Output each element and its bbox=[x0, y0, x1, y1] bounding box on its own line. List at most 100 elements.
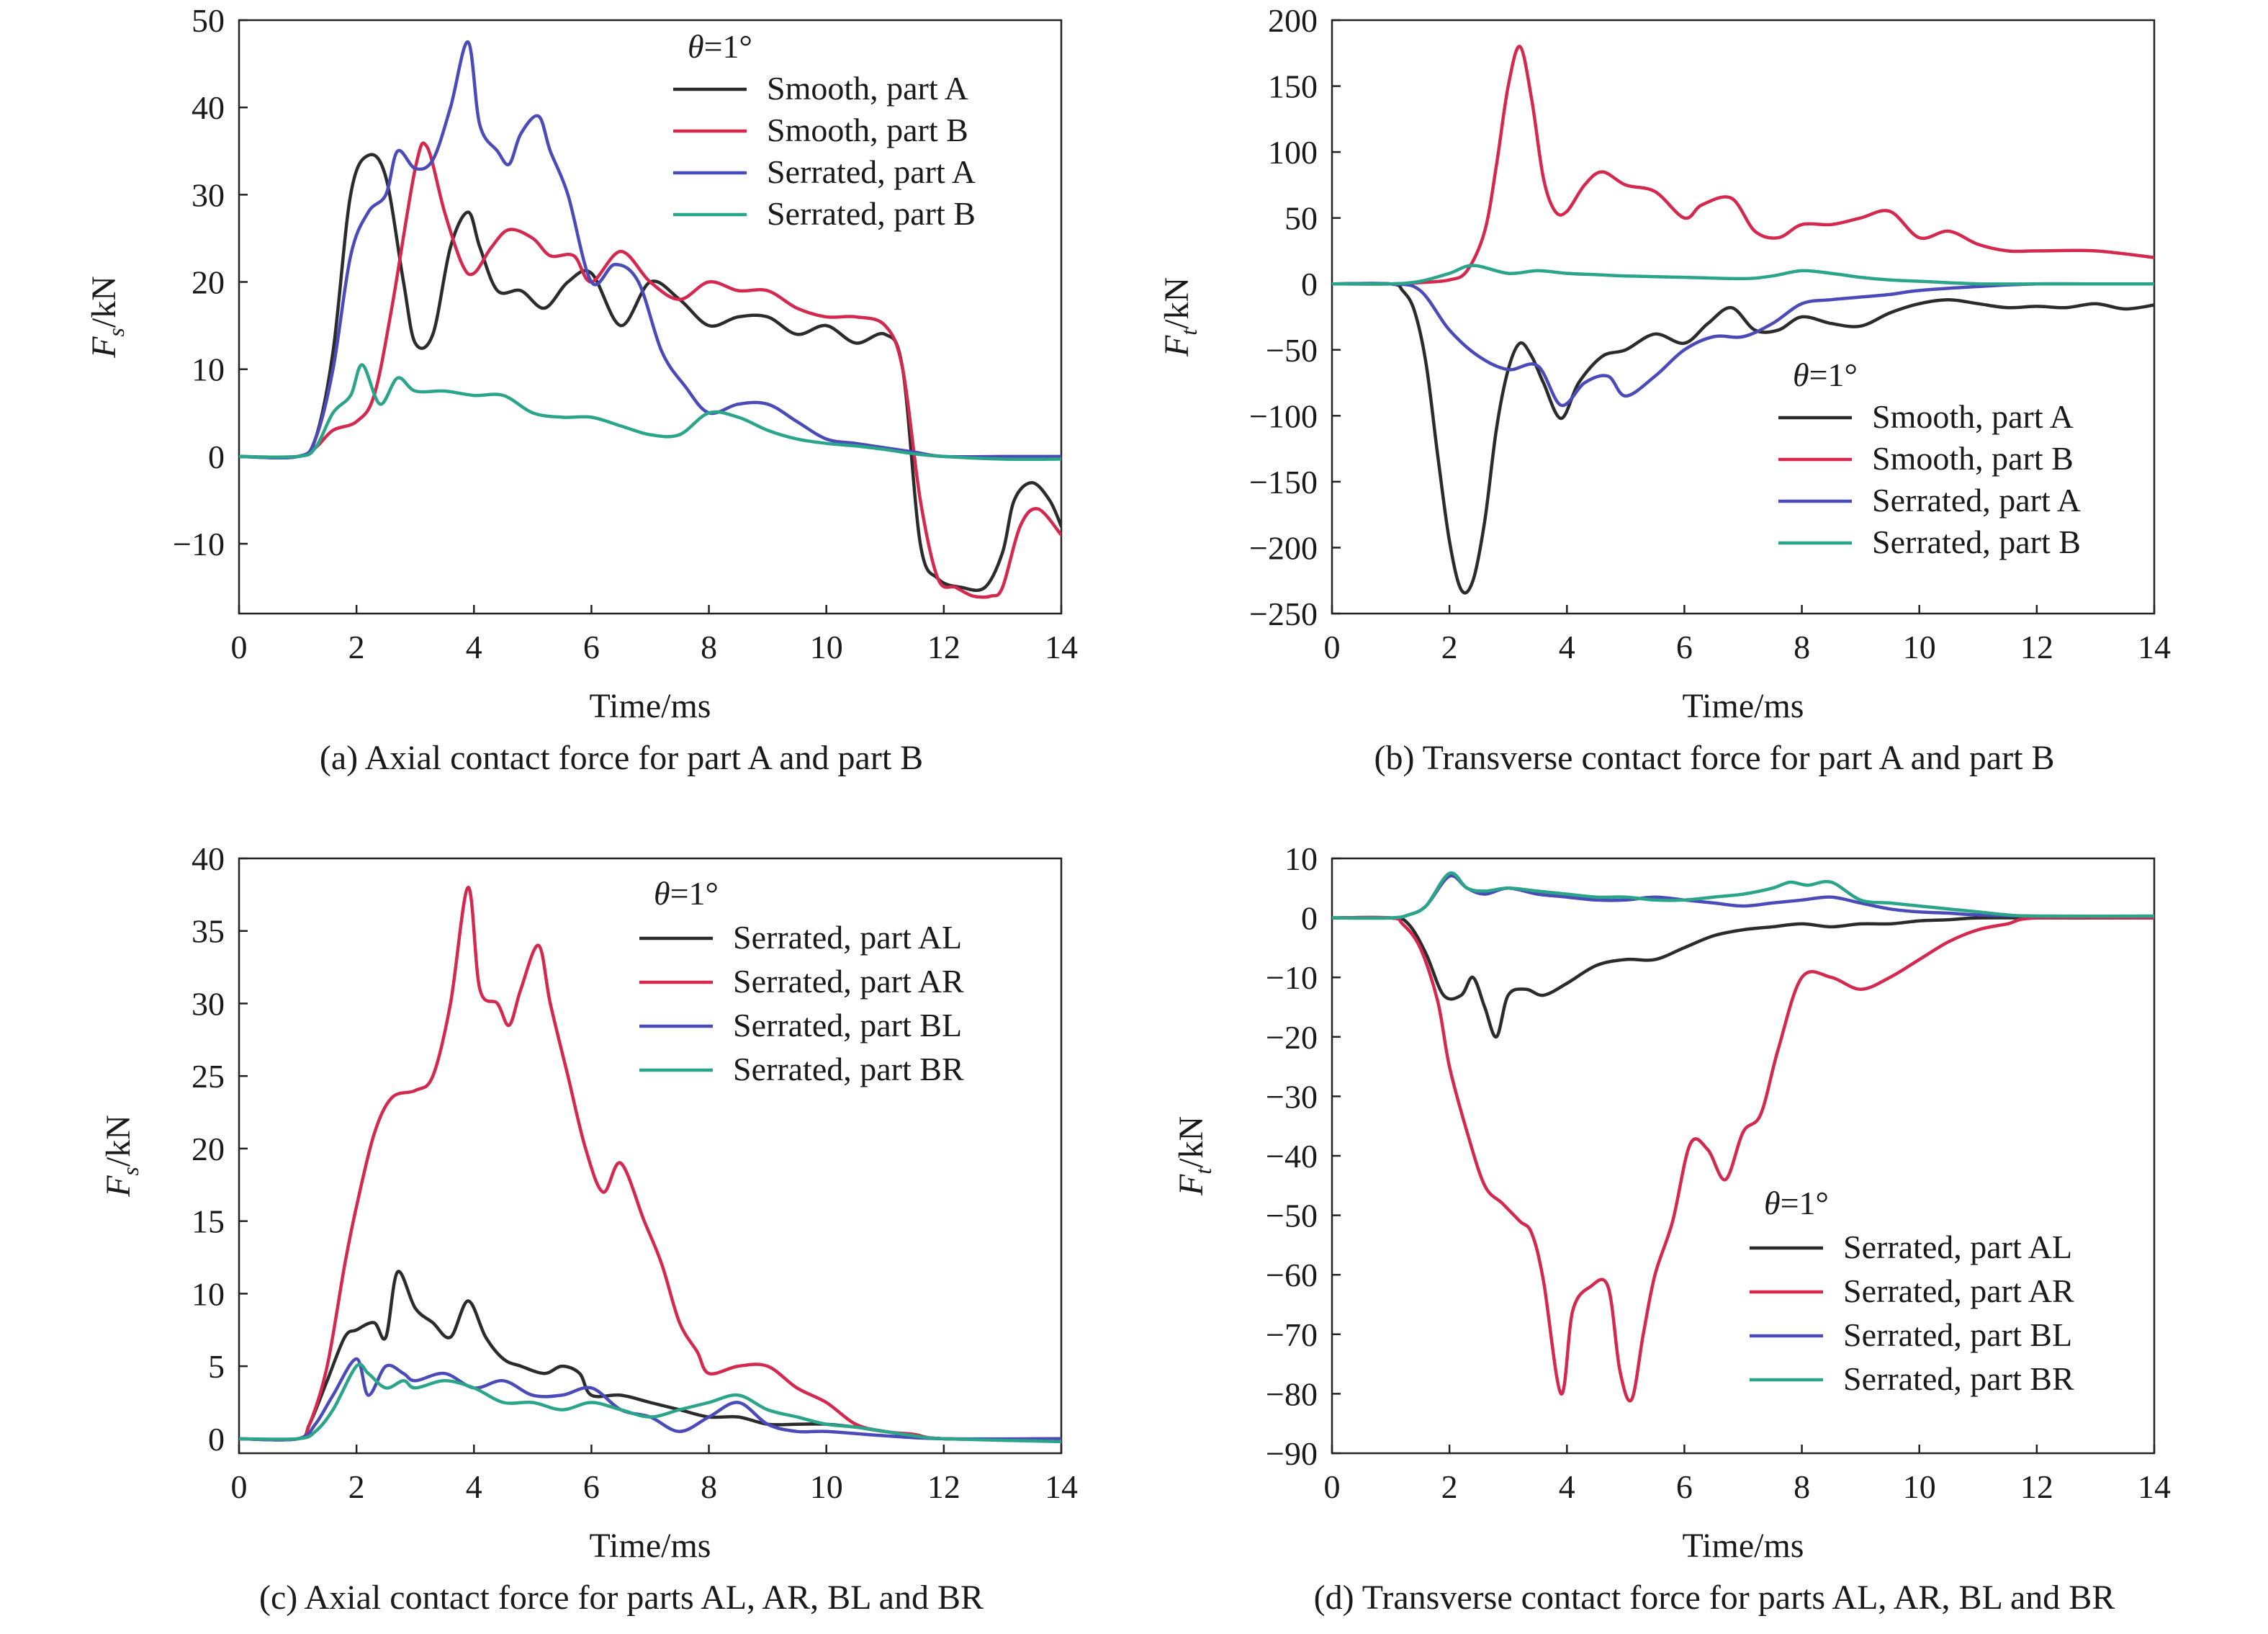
series-line-2 bbox=[1332, 915, 2154, 1403]
legend-entry: Serrated, part B bbox=[1872, 524, 2081, 560]
series-line-4 bbox=[1332, 264, 2154, 286]
panel-d-transverse-force-parts: 0 2 4 6 8 10 12 14 −90 −80 −70 −60 −50 −40 −30 −20 −10 0 1… bbox=[1172, 840, 2171, 1617]
y-tick-label: −50 bbox=[1266, 1198, 1318, 1234]
x-tick-label: 0 bbox=[231, 1468, 248, 1505]
plot-frame bbox=[1331, 19, 2156, 615]
x-tick-label: 8 bbox=[1794, 1468, 1810, 1505]
y-axis-symbol: F bbox=[85, 336, 123, 359]
x-axis-title: Time/ms bbox=[1683, 1527, 1804, 1565]
y-tick-label: 30 bbox=[192, 985, 225, 1022]
y-tick-label: 40 bbox=[192, 840, 225, 877]
series-line-3 bbox=[239, 1357, 1061, 1442]
x-axis-title: Time/ms bbox=[1683, 687, 1804, 725]
plot-area bbox=[1332, 45, 2154, 595]
y-axis-subscript: s bbox=[117, 1167, 143, 1175]
y-tick-label: −80 bbox=[1266, 1375, 1318, 1412]
y-tick-label: 5 bbox=[208, 1348, 225, 1385]
legend: θ=1° Serrated, part AL Serrated, part AR Se… bbox=[639, 875, 964, 1087]
y-tick-label: 35 bbox=[192, 913, 225, 950]
x-tick-label: 6 bbox=[1676, 629, 1693, 665]
y-axis-unit: /kN bbox=[1172, 1116, 1210, 1168]
y-tick-label: 50 bbox=[1284, 200, 1318, 237]
series-line-4 bbox=[239, 363, 1061, 462]
series-line-2 bbox=[1332, 45, 2154, 286]
x-tick-label: 4 bbox=[1559, 629, 1575, 665]
x-tick-label: 6 bbox=[583, 1468, 600, 1505]
panel-caption: (b) Transverse contact force for part A … bbox=[1374, 739, 2054, 777]
y-axis-title: Ft/kN bbox=[1158, 277, 1202, 357]
y-axis-title: Ft/kN bbox=[1172, 1116, 1216, 1196]
legend: θ=1° Serrated, part AL Serrated, part AR Se… bbox=[1750, 1185, 2074, 1397]
y-tick-label: 150 bbox=[1268, 68, 1318, 105]
panel-c-axial-force-parts: 0 2 4 6 8 10 12 14 0 5 10 15 20 25 30 35 40 Time/ms Fs/kN θ… bbox=[99, 840, 1078, 1617]
x-tick-label: 0 bbox=[1324, 1468, 1341, 1505]
y-axis-unit: /kN bbox=[85, 276, 123, 328]
plot-frame bbox=[238, 857, 1063, 1455]
legend-entry: Serrated, part A bbox=[767, 153, 976, 190]
legend-entry: Smooth, part B bbox=[767, 112, 968, 148]
x-tick-label: 2 bbox=[1441, 629, 1458, 665]
x-tick-label: 10 bbox=[1903, 629, 1936, 665]
plot-area bbox=[239, 40, 1061, 599]
legend-entry: Serrated, part A bbox=[1872, 482, 2081, 519]
x-tick-label: 4 bbox=[466, 629, 482, 665]
legend: θ=1° Smooth, part A Smooth, part B Serrated… bbox=[1778, 356, 2081, 560]
y-tick-label: 100 bbox=[1268, 134, 1318, 171]
panel-caption: (d) Transverse contact force for parts A… bbox=[1314, 1579, 2115, 1617]
y-tick-label: −50 bbox=[1266, 332, 1318, 369]
series-line-3 bbox=[1332, 282, 2154, 408]
y-axis-unit: /kN bbox=[99, 1115, 138, 1167]
x-tick-label: 0 bbox=[231, 629, 248, 665]
y-tick-label: 20 bbox=[192, 1131, 225, 1167]
y-tick-label: −100 bbox=[1249, 398, 1318, 434]
legend-entry: Serrated, part AL bbox=[733, 919, 962, 956]
x-tick-label: 14 bbox=[2138, 629, 2171, 665]
y-tick-label: −70 bbox=[1266, 1316, 1318, 1353]
y-tick-label: 10 bbox=[192, 1275, 225, 1312]
x-axis-title: Time/ms bbox=[590, 1527, 711, 1565]
x-tick-label: 12 bbox=[2020, 1468, 2053, 1505]
legend-entry: Smooth, part B bbox=[1872, 440, 2074, 477]
y-tick-label: −40 bbox=[1266, 1138, 1318, 1175]
y-axis-subscript: t bbox=[1190, 1167, 1216, 1175]
legend-entry: Serrated, part BL bbox=[733, 1007, 962, 1043]
y-axis-title: Fs/kN bbox=[99, 1115, 143, 1198]
x-tick-label: 10 bbox=[1903, 1468, 1936, 1505]
legend-entry: Serrated, part BR bbox=[733, 1051, 964, 1087]
panel-b-transverse-force: 0 2 4 6 8 10 12 14 −250 −200 −150 −100 −50 0 50 100 150 2… bbox=[1158, 2, 2171, 777]
series-line-2 bbox=[239, 886, 1061, 1442]
x-tick-label: 2 bbox=[348, 1468, 365, 1505]
x-tick-label: 4 bbox=[466, 1468, 482, 1505]
y-tick-label: 0 bbox=[1301, 266, 1318, 302]
y-tick-label: −20 bbox=[1266, 1019, 1318, 1056]
legend-entry: Smooth, part A bbox=[767, 70, 968, 107]
legend-title: θ=1° bbox=[654, 875, 719, 912]
y-tick-label: −10 bbox=[173, 526, 225, 562]
series-line-2 bbox=[239, 141, 1061, 599]
x-tick-label: 0 bbox=[1324, 629, 1341, 665]
x-tick-label: 10 bbox=[810, 629, 843, 665]
panel-caption: (c) Axial contact force for parts AL, AR… bbox=[259, 1579, 984, 1617]
x-tick-label: 14 bbox=[2138, 1468, 2171, 1505]
y-axis-symbol: F bbox=[1172, 1174, 1210, 1196]
series-line-3 bbox=[239, 40, 1061, 459]
x-tick-label: 8 bbox=[1794, 629, 1810, 665]
legend-title: θ=1° bbox=[1793, 356, 1858, 393]
series-line-1 bbox=[1332, 915, 2154, 1039]
x-tick-label: 10 bbox=[810, 1468, 843, 1505]
x-tick-label: 6 bbox=[1676, 1468, 1693, 1505]
series-line-1 bbox=[239, 153, 1061, 592]
y-tick-label: −200 bbox=[1249, 529, 1318, 566]
y-axis-title: Fs/kN bbox=[85, 276, 129, 359]
legend-entry: Serrated, part AR bbox=[1843, 1272, 2074, 1309]
legend: θ=1° Smooth, part A Smooth, part B Serrated… bbox=[673, 28, 976, 232]
y-axis-subscript: t bbox=[1176, 328, 1202, 336]
x-tick-label: 2 bbox=[348, 629, 365, 665]
x-tick-label: 14 bbox=[1045, 1468, 1078, 1505]
x-tick-label: 12 bbox=[927, 1468, 960, 1505]
series-line-1 bbox=[239, 1270, 1061, 1442]
series-line-4 bbox=[1332, 871, 2154, 920]
y-tick-label: 40 bbox=[192, 89, 225, 126]
legend-entry: Serrated, part BL bbox=[1843, 1316, 2072, 1353]
